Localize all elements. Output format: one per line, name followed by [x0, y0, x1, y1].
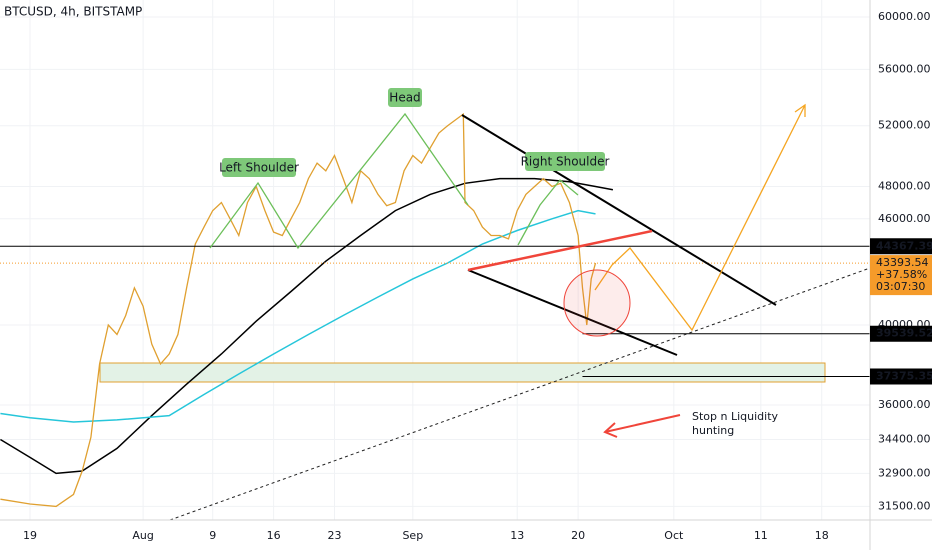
x-tick-label: 20 [571, 529, 585, 542]
x-tick-label: 18 [815, 529, 829, 542]
price-line [0, 112, 597, 508]
left-shoulder-label: Left Shoulder [219, 161, 299, 175]
right-shoulder-label: Right Shoulder [521, 155, 610, 169]
last-price-tag [870, 255, 932, 296]
annotation-labels: Left Shoulder Head Right Shoulder Stop n… [219, 88, 779, 437]
axes: 60000.00 56000.00 52000.00 48000.00 46000.00… [23, 10, 932, 542]
support-zone [99, 362, 826, 383]
y-tick-label: 32900.00 [878, 466, 931, 479]
note-arrow [604, 414, 681, 433]
x-tick-label: Oct [664, 529, 684, 542]
pattern-drawings [209, 103, 806, 438]
price-tag-label: 44367.39 [876, 239, 932, 252]
channel-bottom [467, 269, 678, 356]
note-arrow-head [603, 422, 618, 438]
x-tick-label: Aug [132, 529, 153, 542]
plot [0, 112, 870, 508]
y-tick-label: 46000.00 [878, 212, 931, 225]
change-label: +37.58% [876, 268, 927, 281]
y-tick-label: 36000.00 [878, 398, 931, 411]
x-tick-label: 13 [510, 529, 524, 542]
price-tag-label: 39539.52 [876, 327, 932, 340]
x-tick-label: 11 [754, 529, 768, 542]
neckline [467, 229, 653, 272]
x-tick-label: 19 [23, 529, 37, 542]
last-price-label: 43393.54 [876, 256, 929, 269]
label-box [222, 158, 296, 177]
head-shoulders-line [209, 112, 469, 250]
trend-line [169, 267, 871, 521]
x-tick-label: Sep [402, 529, 423, 542]
projection-arrow [794, 103, 806, 117]
note-text: hunting [692, 424, 734, 437]
y-tick-label: 48000.00 [878, 179, 931, 192]
price-tag [870, 238, 932, 255]
price-tag [870, 368, 932, 385]
price-tag [870, 325, 932, 342]
countdown-label: 03:07:30 [876, 280, 925, 293]
label-box [525, 152, 605, 171]
x-tick-label: 9 [209, 529, 216, 542]
chart-title: BTCUSD, 4h, BITSTAMP [4, 5, 142, 19]
y-tick-label: 56000.00 [878, 62, 931, 75]
right-shoulder-line [517, 179, 579, 246]
y-tick-label: 34400.00 [878, 432, 931, 445]
grid [0, 0, 870, 520]
note-text: Stop n Liquidity [692, 410, 779, 423]
moving-average [0, 177, 614, 475]
price-tag-label: 37375.35 [876, 369, 932, 382]
y-tick-label: 60000.00 [878, 10, 931, 23]
x-tick-label: 16 [267, 529, 281, 542]
label-box [388, 88, 422, 107]
projection-path [594, 104, 806, 332]
y-tick-label: 52000.00 [878, 119, 931, 132]
moving-average [0, 209, 596, 423]
highlight-circle [563, 269, 631, 337]
channel-top [461, 114, 777, 306]
y-tick-label: 31500.00 [878, 499, 931, 512]
head-label: Head [389, 91, 420, 105]
x-tick-label: 23 [328, 529, 342, 542]
